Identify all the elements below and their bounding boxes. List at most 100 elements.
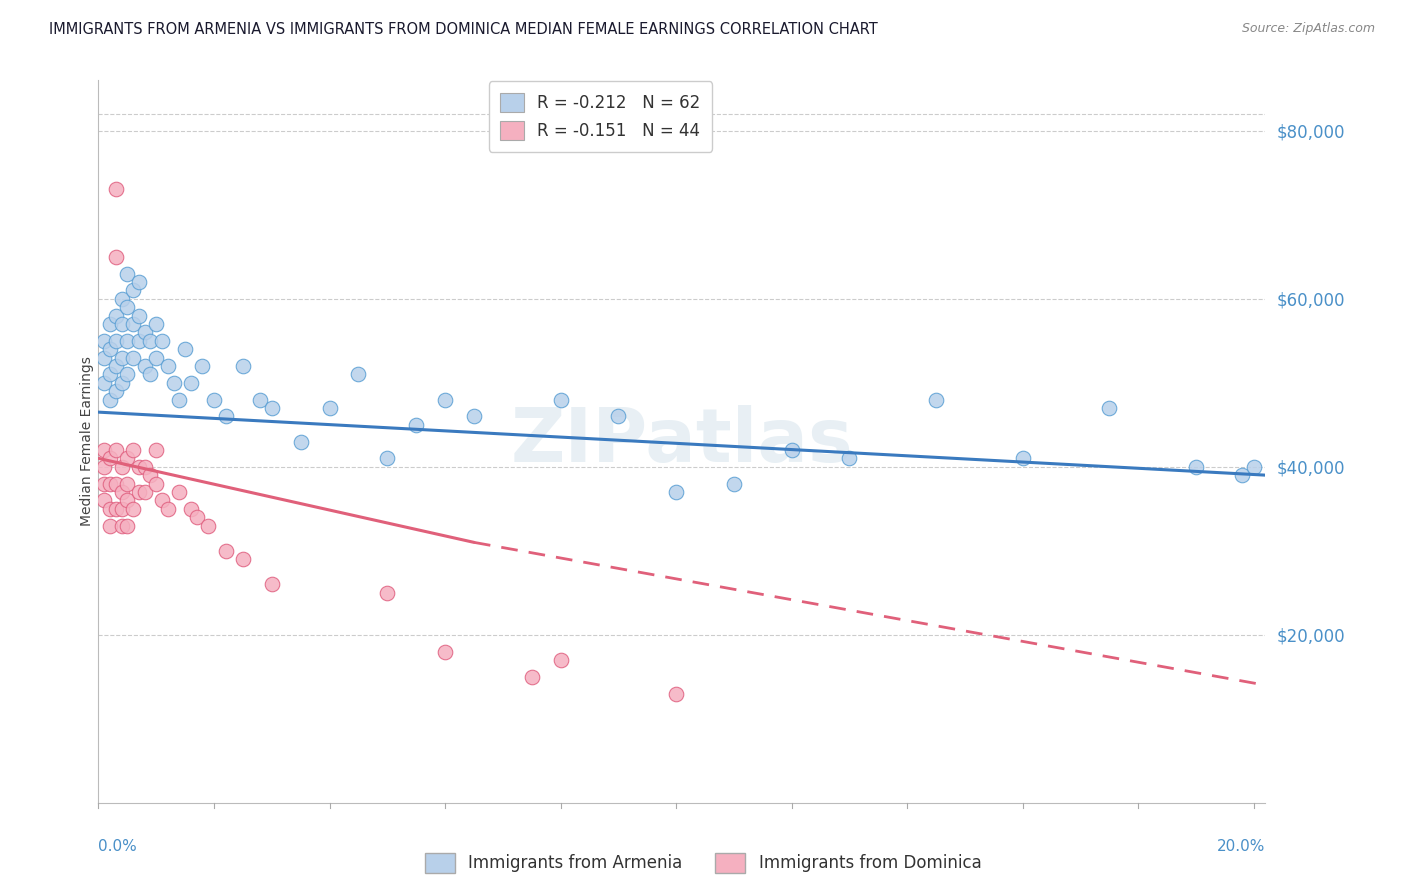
Point	[104, 476, 127, 491]
Point	[156, 501, 179, 516]
Point	[169, 392, 191, 407]
Point	[93, 476, 115, 491]
Point	[290, 434, 312, 449]
Point	[150, 493, 173, 508]
Point	[134, 485, 156, 500]
Legend: R = -0.212   N = 62, R = -0.151   N = 44: R = -0.212 N = 62, R = -0.151 N = 44	[489, 81, 711, 152]
Point	[134, 326, 156, 340]
Point	[1243, 459, 1265, 474]
Point	[110, 292, 132, 306]
Point	[104, 359, 127, 373]
Point	[139, 334, 162, 348]
Point	[98, 368, 121, 382]
Point	[104, 501, 127, 516]
Point	[98, 451, 121, 466]
Text: Source: ZipAtlas.com: Source: ZipAtlas.com	[1241, 22, 1375, 36]
Point	[128, 334, 150, 348]
Point	[117, 451, 139, 466]
Point	[665, 485, 688, 500]
Point	[122, 283, 145, 297]
Point	[104, 309, 127, 323]
Point	[98, 476, 121, 491]
Point	[110, 518, 132, 533]
Point	[838, 451, 860, 466]
Point	[110, 501, 132, 516]
Point	[214, 543, 236, 558]
Point	[214, 409, 236, 424]
Point	[318, 401, 340, 415]
Point	[1098, 401, 1121, 415]
Point	[110, 459, 132, 474]
Point	[434, 644, 457, 658]
Point	[122, 317, 145, 331]
Point	[191, 359, 214, 373]
Point	[665, 687, 688, 701]
Point	[117, 300, 139, 314]
Point	[122, 501, 145, 516]
Point	[232, 552, 254, 566]
Point	[145, 476, 167, 491]
Point	[260, 577, 283, 591]
Point	[1185, 459, 1208, 474]
Point	[375, 586, 398, 600]
Point	[128, 275, 150, 289]
Point	[104, 384, 127, 398]
Point	[186, 510, 208, 524]
Point	[145, 317, 167, 331]
Point	[180, 501, 202, 516]
Point	[128, 485, 150, 500]
Point	[104, 442, 127, 457]
Text: IMMIGRANTS FROM ARMENIA VS IMMIGRANTS FROM DOMINICA MEDIAN FEMALE EARNINGS CORRE: IMMIGRANTS FROM ARMENIA VS IMMIGRANTS FR…	[49, 22, 877, 37]
Point	[550, 653, 572, 667]
Point	[117, 334, 139, 348]
Point	[197, 518, 219, 533]
Point	[780, 442, 803, 457]
Point	[93, 459, 115, 474]
Point	[232, 359, 254, 373]
Point	[122, 351, 145, 365]
Point	[104, 334, 127, 348]
Point	[162, 376, 184, 390]
Text: 0.0%: 0.0%	[98, 838, 138, 854]
Point	[98, 501, 121, 516]
Point	[174, 342, 197, 356]
Point	[128, 459, 150, 474]
Point	[925, 392, 948, 407]
Point	[117, 267, 139, 281]
Point	[202, 392, 225, 407]
Point	[550, 392, 572, 407]
Point	[117, 518, 139, 533]
Point	[405, 417, 427, 432]
Text: ZIPatlas: ZIPatlas	[510, 405, 853, 478]
Point	[520, 670, 543, 684]
Point	[180, 376, 202, 390]
Y-axis label: Median Female Earnings: Median Female Earnings	[80, 357, 94, 526]
Point	[723, 476, 745, 491]
Point	[1232, 468, 1254, 483]
Point	[117, 476, 139, 491]
Point	[249, 392, 271, 407]
Point	[1011, 451, 1033, 466]
Point	[104, 250, 127, 264]
Point	[145, 351, 167, 365]
Point	[93, 493, 115, 508]
Point	[98, 392, 121, 407]
Point	[110, 485, 132, 500]
Point	[169, 485, 191, 500]
Point	[98, 317, 121, 331]
Point	[93, 351, 115, 365]
Text: 20.0%: 20.0%	[1218, 838, 1265, 854]
Point	[93, 376, 115, 390]
Point	[139, 368, 162, 382]
Point	[156, 359, 179, 373]
Point	[117, 368, 139, 382]
Legend: Immigrants from Armenia, Immigrants from Dominica: Immigrants from Armenia, Immigrants from…	[418, 847, 988, 880]
Point	[117, 493, 139, 508]
Point	[110, 351, 132, 365]
Point	[93, 442, 115, 457]
Point	[139, 468, 162, 483]
Point	[463, 409, 485, 424]
Point	[93, 334, 115, 348]
Point	[607, 409, 630, 424]
Point	[150, 334, 173, 348]
